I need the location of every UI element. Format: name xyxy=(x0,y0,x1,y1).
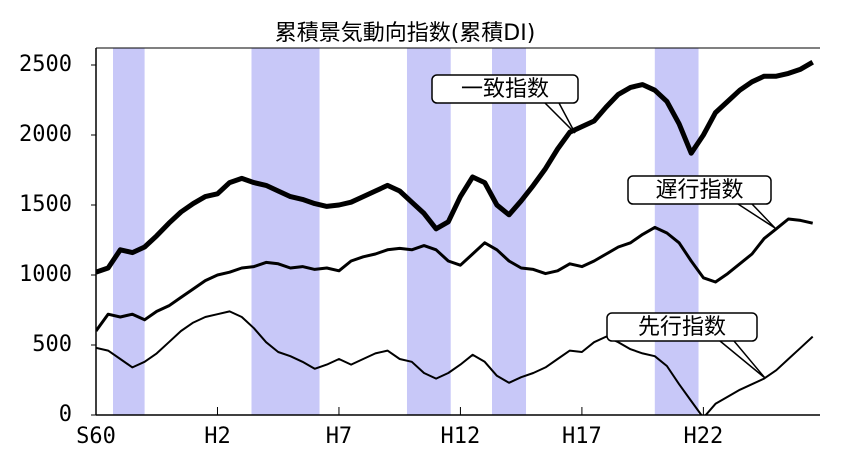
x-tick-label: H2 xyxy=(204,424,231,449)
legend-box xyxy=(627,175,772,205)
y-tick-label: 500 xyxy=(32,332,72,357)
series-line xyxy=(96,217,814,332)
recession-band xyxy=(492,48,527,415)
callout-pointer xyxy=(737,203,776,229)
legend-label: 遅行指数 xyxy=(655,178,743,203)
x-tick-label: H22 xyxy=(684,424,724,449)
callout-pointer xyxy=(719,340,766,379)
legend-box xyxy=(606,312,758,342)
y-tick-label: 1000 xyxy=(19,262,72,287)
legend-box xyxy=(431,74,579,104)
plot-area xyxy=(96,48,814,415)
legend-label: 一致指数 xyxy=(461,77,549,102)
y-tick-label: 1500 xyxy=(19,192,72,217)
x-tick-label: H7 xyxy=(326,424,353,449)
chart-title: 累積景気動向指数(累積DI) xyxy=(275,21,536,46)
y-tick-label: 0 xyxy=(59,402,72,427)
x-tick-label: H12 xyxy=(441,424,481,449)
recession-band xyxy=(251,48,320,415)
x-tick-label: H17 xyxy=(562,424,602,449)
recession-band xyxy=(113,48,145,415)
y-tick-label: 2500 xyxy=(19,52,72,77)
series-line xyxy=(96,60,814,275)
callout-pointer xyxy=(544,102,576,134)
recession-band xyxy=(406,48,451,415)
y-tick-label: 2000 xyxy=(19,122,72,147)
legend-label: 先行指数 xyxy=(638,315,726,340)
x-tick-label: S60 xyxy=(76,424,116,449)
series-line xyxy=(96,310,814,415)
